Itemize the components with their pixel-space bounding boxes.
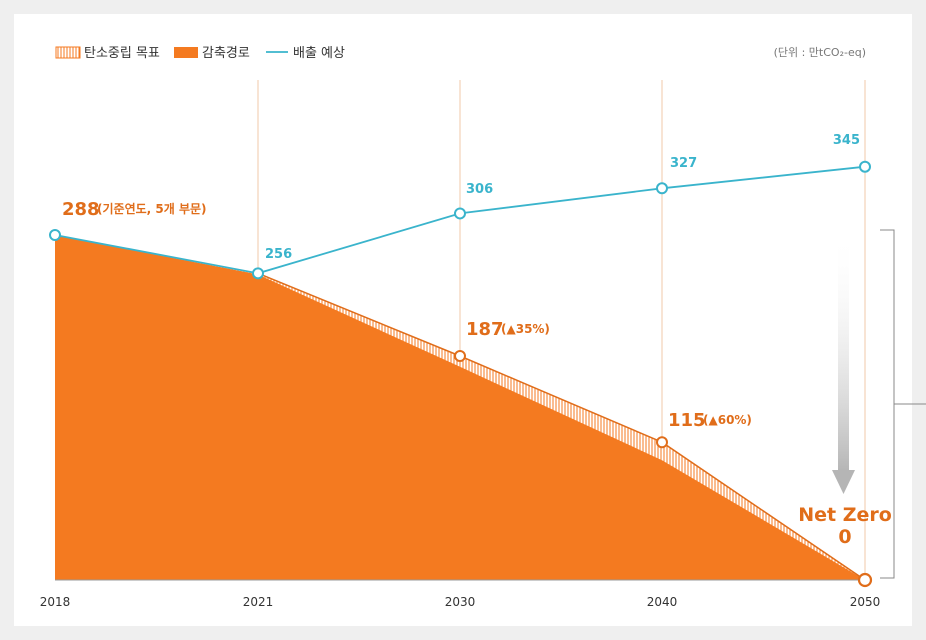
target-line — [257, 272, 866, 581]
label-target-2030-note: (▲35%) — [501, 322, 550, 336]
label-forecast-2040: 327 — [670, 156, 697, 171]
x-axis-ticks: 2018 2021 2030 2040 2050 — [40, 595, 881, 609]
markers — [49, 160, 873, 588]
range-bracket — [880, 229, 926, 579]
label-baseline-value: 288 — [62, 199, 100, 220]
label-netzero-title: Net Zero — [798, 504, 892, 526]
target-point-2030 — [454, 349, 466, 362]
forecast-point-2021 — [252, 267, 264, 280]
label-netzero-value: 0 — [838, 526, 851, 548]
legend: 탄소중립 목표 감축경로 배출 예상 — [55, 46, 345, 61]
target-point-2040 — [656, 436, 668, 449]
netzero-arrow — [832, 232, 855, 494]
forecast-point-2040 — [656, 182, 668, 195]
data-labels: 288 (기준연도, 5개 부문) 256 306 327 345 187 (▲… — [62, 133, 892, 548]
label-forecast-2030: 306 — [466, 182, 493, 197]
forecast-point-2050 — [859, 160, 871, 173]
label-forecast-2050: 345 — [833, 133, 860, 148]
target-point-2050 — [857, 572, 873, 588]
label-target-2040: 115 — [668, 410, 706, 431]
legend-label-reduction: 감축경로 — [202, 46, 250, 61]
x-tick-2040: 2040 — [647, 595, 678, 609]
x-tick-2018: 2018 — [40, 595, 71, 609]
reduction-area — [55, 235, 865, 580]
x-tick-2030: 2030 — [445, 595, 476, 609]
x-tick-2021: 2021 — [243, 595, 274, 609]
x-tick-2050: 2050 — [850, 595, 881, 609]
legend-swatch-reduction — [174, 47, 198, 58]
label-target-2030: 187 — [466, 319, 504, 340]
label-forecast-2021: 256 — [265, 247, 292, 262]
forecast-point-2018 — [49, 229, 61, 241]
legend-swatch-target — [55, 46, 81, 59]
forecast-point-2030 — [454, 207, 466, 220]
label-target-2040-note: (▲60%) — [703, 413, 752, 427]
legend-label-target: 탄소중립 목표 — [84, 46, 160, 61]
label-baseline-note: (기준연도, 5개 부문) — [97, 201, 207, 216]
legend-label-forecast: 배출 예상 — [293, 46, 345, 61]
unit-label: (단위 : 만tCO₂-eq) — [774, 46, 866, 59]
